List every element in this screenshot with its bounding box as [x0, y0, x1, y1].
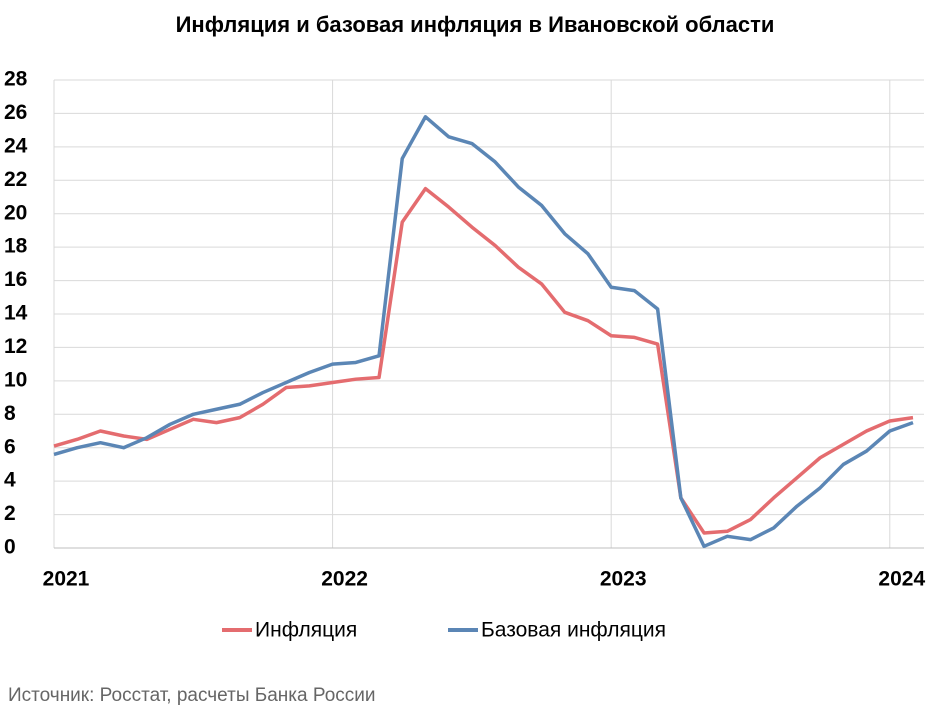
- y-tick-label: 26: [4, 101, 27, 124]
- y-tick-label: 24: [4, 134, 28, 157]
- source-note: Источник: Росстат, расчеты Банка России: [8, 685, 376, 706]
- y-tick-label: 8: [4, 402, 16, 425]
- y-tick-label: 14: [4, 302, 28, 325]
- y-tick-label: 2: [4, 502, 16, 525]
- y-tick-label: 6: [4, 435, 16, 458]
- y-tick-label: 12: [4, 335, 27, 358]
- y-tick-label: 16: [4, 268, 27, 291]
- x-tick-label: 2021: [43, 568, 90, 591]
- y-tick-label: 18: [4, 235, 28, 258]
- legend-label: Базовая инфляция: [481, 619, 666, 642]
- y-tick-label: 10: [4, 368, 27, 391]
- x-tick-label: 2024: [878, 568, 925, 591]
- legend-label: Инфляция: [255, 619, 357, 642]
- x-tick-label: 2023: [600, 568, 647, 591]
- y-tick-label: 22: [4, 168, 27, 191]
- y-tick-label: 28: [4, 68, 28, 91]
- data-line: [53, 186, 914, 535]
- chart-title: Инфляция и базовая инфляция в Ивановской…: [176, 12, 775, 37]
- y-tick-label: 0: [4, 536, 16, 559]
- y-tick-label: 20: [4, 201, 27, 224]
- x-tick-label: 2022: [321, 568, 368, 591]
- y-tick-label: 4: [4, 469, 16, 492]
- data-line: [53, 115, 914, 549]
